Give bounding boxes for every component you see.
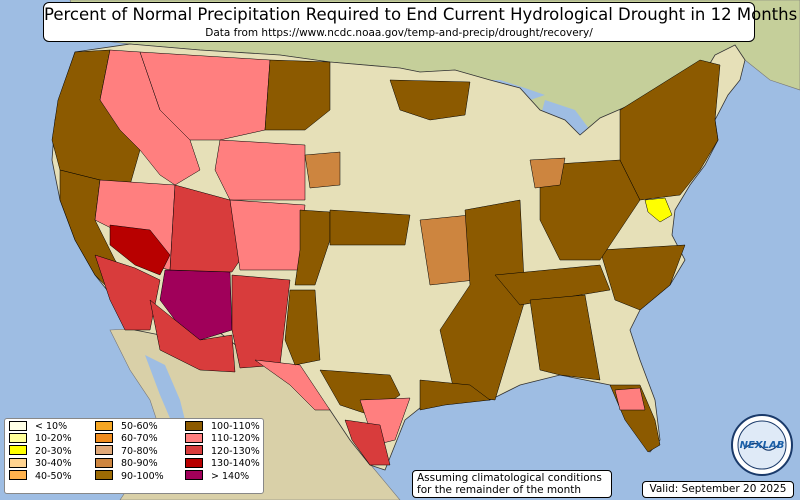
map-title: Percent of Normal Precipitation Required… [44, 5, 798, 24]
region-texas-panhandle-100-110 [284, 289, 321, 366]
legend-label: 80-90% [121, 458, 158, 470]
legend-swatch [185, 445, 203, 456]
legend-item: 70-80% [95, 445, 164, 458]
legend: < 10% 10-20% 20-30% 30-40% 40-50% 50-60%… [4, 418, 264, 494]
legend-label: 110-120% [211, 433, 260, 445]
legend-swatch [95, 432, 113, 443]
legend-swatch [185, 432, 203, 443]
region-west-texas-110-120 [254, 359, 331, 411]
logo-text: NEXLAB [740, 440, 785, 451]
legend-swatch [9, 420, 27, 431]
region-new-mexico-120-130 [231, 274, 291, 369]
note-line-1: Assuming climatological conditions [417, 472, 602, 484]
nexlab-logo: NEXLAB [731, 414, 793, 476]
region-indiana-80-90 [529, 157, 566, 189]
logo-wave [743, 442, 781, 451]
legend-item: 10-20% [9, 432, 72, 445]
legend-swatch [9, 457, 27, 468]
legend-swatch [9, 470, 27, 481]
legend-item: 130-140% [185, 457, 260, 470]
legend-label: 120-130% [211, 445, 260, 457]
legend-label: 40-50% [35, 470, 72, 482]
legend-swatch [95, 457, 113, 468]
region-southeast-100-110 [529, 294, 601, 381]
region-upper-midwest-100-110 [389, 79, 471, 121]
legend-item: < 10% [9, 420, 72, 433]
legend-swatch [185, 457, 203, 468]
legend-label: 30-40% [35, 458, 72, 470]
legend-swatch [95, 445, 113, 456]
region-delmarva-20-30 [644, 197, 673, 223]
legend-swatch [185, 470, 203, 481]
region-southern-nevada-130-140 [109, 224, 171, 276]
legend-label: 50-60% [121, 421, 158, 432]
region-colorado-110-120 [229, 199, 306, 271]
legend-swatch [95, 470, 113, 481]
region-gulf-coast-100-110 [419, 379, 491, 411]
legend-item: 90-100% [95, 470, 164, 483]
region-socal-120-130 [94, 254, 161, 331]
region-north-florida-110-120 [614, 387, 646, 411]
region-kentucky-tennessee-100-110 [494, 264, 611, 306]
legend-label: 90-100% [121, 470, 164, 482]
region-dakotas-100-110 [264, 59, 331, 131]
legend-label: 70-80% [121, 445, 158, 457]
legend-item: 40-50% [9, 470, 72, 483]
region-northeast-100-110 [619, 59, 721, 201]
region-southern-arizona-120-130 [149, 299, 236, 373]
legend-item: > 140% [185, 470, 260, 483]
note-line-2: for the remainder of the month [417, 484, 582, 496]
valid-date: Valid: September 20 2025 [642, 481, 794, 498]
legend-swatch [185, 420, 203, 431]
legend-item: 120-130% [185, 445, 260, 458]
legend-item: 110-120% [185, 432, 260, 445]
region-nebraska-80-90 [304, 151, 341, 189]
title-box: Percent of Normal Precipitation Required… [43, 2, 798, 42]
legend-column-3: 100-110% 110-120% 120-130% 130-140% > 14… [185, 420, 260, 483]
legend-label: 10-20% [35, 433, 72, 445]
legend-item: 100-110% [185, 420, 260, 433]
legend-label: 60-70% [121, 433, 158, 445]
legend-swatch [9, 445, 27, 456]
legend-item: 50-60% [95, 420, 164, 433]
region-rio-grande-120-130 [344, 419, 391, 466]
map-subtitle: Data from https://www.ncdc.noaa.gov/temp… [205, 27, 593, 39]
legend-item: 30-40% [9, 457, 72, 470]
legend-swatch [9, 432, 27, 443]
legend-item: 80-90% [95, 457, 164, 470]
legend-label: > 140% [211, 470, 250, 482]
logo-globe [737, 420, 787, 470]
legend-swatch [95, 420, 113, 431]
legend-label: 100-110% [211, 421, 260, 432]
legend-label: 130-140% [211, 458, 260, 470]
legend-item: 20-30% [9, 445, 72, 458]
assumption-note: Assuming climatological conditions for t… [412, 470, 612, 498]
legend-item: 60-70% [95, 432, 164, 445]
region-utah-120-130 [169, 184, 241, 273]
legend-column-2: 50-60% 60-70% 70-80% 80-90% 90-100% [95, 420, 164, 483]
legend-label: < 10% [35, 421, 68, 432]
region-wyoming-110-120 [214, 139, 306, 201]
region-kansas-100-110 [329, 209, 411, 246]
legend-column-1: < 10% 10-20% 20-30% 30-40% 40-50% [9, 420, 72, 483]
region-carolinas-100-110 [599, 244, 686, 311]
legend-label: 20-30% [35, 445, 72, 457]
